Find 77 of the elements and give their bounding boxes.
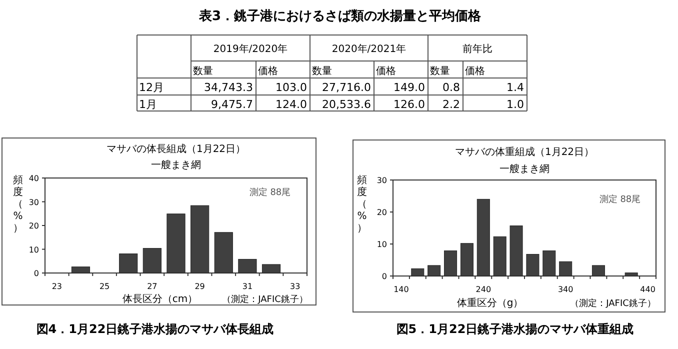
bar bbox=[119, 254, 138, 274]
x-axis-title: 体長区分（cm） bbox=[122, 293, 198, 305]
chart-title: マサバの体重組成（1月22日） bbox=[454, 146, 594, 158]
bar bbox=[428, 265, 441, 276]
text: （測定：JAFIC銚子） bbox=[570, 298, 656, 309]
text: 126.0 bbox=[394, 98, 425, 111]
chart-subtitle: 一艘まき網 bbox=[500, 163, 550, 175]
category-label: 数量 bbox=[312, 66, 332, 77]
x-tick-label: 23 bbox=[52, 282, 62, 291]
text: 34,743.3 bbox=[204, 81, 253, 94]
category-label: 1月 bbox=[139, 98, 157, 111]
text: 27,716.0 bbox=[322, 81, 371, 94]
x-tick-label: 440 bbox=[640, 285, 656, 294]
x-axis-title: 体重区分（g） bbox=[456, 297, 524, 309]
bar bbox=[142, 248, 162, 274]
bar bbox=[476, 198, 490, 276]
text: 前年比 bbox=[462, 43, 492, 55]
y-axis-title: 頻度（%） bbox=[13, 174, 23, 234]
text: 149.0 bbox=[394, 81, 425, 94]
y-axis-title: 頻度（%） bbox=[357, 174, 367, 234]
y-tick-label: 10 bbox=[376, 240, 387, 249]
bar bbox=[493, 236, 506, 276]
text: 0.8 bbox=[442, 81, 460, 94]
bar bbox=[444, 250, 458, 276]
category-label: 価格 bbox=[376, 65, 396, 77]
text: 2019年/2020年 bbox=[213, 43, 288, 55]
text: 表3．銚子港におけるさば類の水揚量と平均価格 bbox=[198, 9, 482, 24]
annotation: 測定 88尾 bbox=[599, 194, 641, 205]
category-label: 価格 bbox=[465, 65, 485, 77]
x-tick-label: 340 bbox=[558, 285, 574, 294]
bar bbox=[624, 272, 638, 276]
chart-title: マサバの体長組成（1月22日） bbox=[106, 143, 246, 155]
y-tick-label: 0 bbox=[382, 272, 387, 281]
text: 2020年/2021年 bbox=[332, 43, 406, 55]
bar bbox=[592, 265, 605, 276]
text: 20,533.6 bbox=[322, 98, 371, 111]
x-tick-label: 29 bbox=[194, 282, 205, 291]
x-tick-label: 140 bbox=[394, 285, 409, 294]
bar bbox=[71, 266, 90, 274]
text: 2.2 bbox=[442, 98, 460, 111]
bar bbox=[166, 214, 186, 274]
chart-subtitle: 一艘まき網 bbox=[151, 159, 201, 171]
text: 124.0 bbox=[276, 98, 307, 111]
bar bbox=[559, 261, 572, 276]
caption: 図5．1月22日銚子港水揚のマサバ体重組成 bbox=[396, 322, 634, 336]
y-tick-label: 40 bbox=[28, 174, 39, 183]
category-label: 数量 bbox=[430, 66, 450, 77]
bar bbox=[214, 232, 233, 274]
caption: 図4．1月22日銚子港水揚のマサバ体長組成 bbox=[36, 322, 274, 336]
category-label: 価格 bbox=[258, 65, 278, 77]
bar bbox=[262, 264, 281, 274]
bar bbox=[542, 250, 556, 276]
bar bbox=[460, 243, 474, 276]
category-label: 12月 bbox=[139, 81, 164, 94]
text: （測定：JAFIC銚子） bbox=[222, 294, 308, 305]
x-tick-label: 33 bbox=[290, 282, 300, 291]
x-tick-label: 25 bbox=[99, 282, 110, 291]
y-tick-label: 20 bbox=[28, 222, 39, 230]
y-tick-label: 10 bbox=[28, 245, 39, 254]
bar bbox=[238, 258, 257, 274]
bar bbox=[510, 226, 523, 276]
text: 103.0 bbox=[276, 81, 307, 94]
category-label: 数量 bbox=[193, 66, 213, 77]
bar bbox=[190, 205, 210, 274]
bar bbox=[526, 254, 540, 276]
text: 1.0 bbox=[506, 98, 524, 111]
text: 1.4 bbox=[506, 81, 524, 94]
bar bbox=[411, 268, 424, 276]
x-tick-label: 27 bbox=[147, 282, 158, 291]
text: 9,475.7 bbox=[211, 98, 253, 111]
y-tick-label: 30 bbox=[376, 176, 387, 185]
y-tick-label: 20 bbox=[376, 208, 387, 217]
y-tick-label: 30 bbox=[28, 198, 39, 207]
y-tick-label: 0 bbox=[34, 269, 39, 278]
x-tick-label: 31 bbox=[242, 282, 253, 291]
x-tick-label: 240 bbox=[476, 285, 492, 294]
annotation: 測定 88尾 bbox=[249, 187, 291, 198]
